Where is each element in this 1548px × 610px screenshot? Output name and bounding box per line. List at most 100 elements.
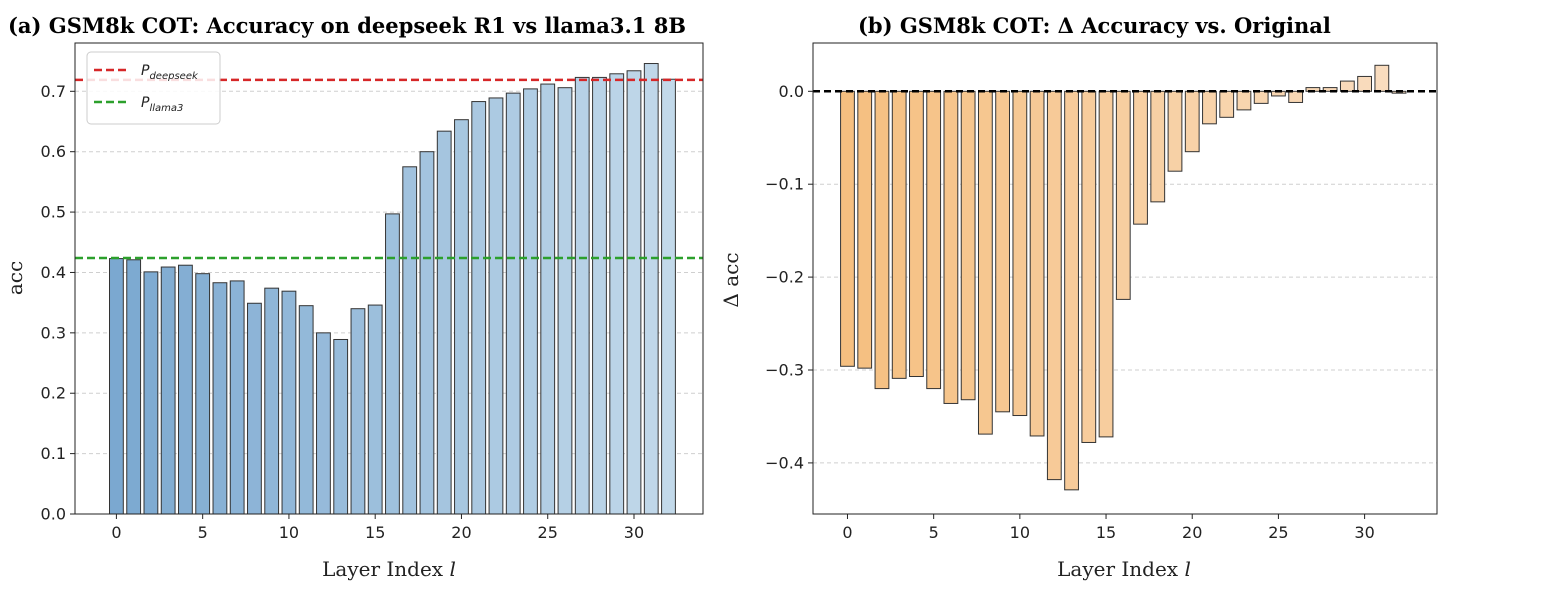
bar-layer-16 xyxy=(1115,90,1131,300)
bar-layer-3 xyxy=(160,266,176,515)
y-tick-label: 0.3 xyxy=(41,323,66,342)
bar-layer-0 xyxy=(109,258,124,515)
bar-layer-8 xyxy=(977,90,993,435)
bar-layer-5 xyxy=(195,273,211,515)
bar-layer-29 xyxy=(1339,80,1355,92)
bar-layer-10 xyxy=(281,290,297,515)
bar-layer-0 xyxy=(840,90,855,367)
bar-layer-4 xyxy=(909,90,924,378)
bar-layer-24 xyxy=(523,88,538,515)
bar-layer-14 xyxy=(350,308,366,515)
y-tick-label: 0.4 xyxy=(41,263,66,282)
bar-layer-26 xyxy=(1288,90,1304,103)
x-tick-label: 20 xyxy=(1182,523,1202,542)
panel-a-x-axis-label: Layer Index l xyxy=(322,557,456,581)
x-tick-label: 25 xyxy=(538,523,558,542)
x-tick-label: 5 xyxy=(929,523,939,542)
panel-b-title: (b) GSM8k COT: Δ Accuracy vs. Original xyxy=(858,13,1331,38)
bar-layer-14 xyxy=(1081,90,1097,443)
x-tick-label: 10 xyxy=(1010,523,1030,542)
y-tick-label: −0.3 xyxy=(765,361,804,380)
bar-layer-6 xyxy=(212,282,228,515)
bar-layer-26 xyxy=(557,87,573,515)
bar-layer-29 xyxy=(609,73,625,515)
y-tick-label: 0.5 xyxy=(41,203,66,222)
panel-a-y-ticks: 0.0 0.1 0.2 0.3 0.4 0.5 0.6 0.7 xyxy=(41,82,75,524)
legend-label-llama3: Pllama3 xyxy=(141,95,183,114)
y-tick-label: 0.2 xyxy=(41,384,66,403)
bar-layer-13 xyxy=(333,338,349,515)
bar-layer-20 xyxy=(1184,90,1200,153)
y-tick-label: 0.1 xyxy=(41,444,66,463)
bar-layer-22 xyxy=(488,97,504,515)
x-tick-label: 0 xyxy=(111,523,121,542)
bar-layer-2 xyxy=(143,271,159,515)
bar-layer-32 xyxy=(661,78,676,515)
x-tick-label: 15 xyxy=(365,523,385,542)
bar-layer-21 xyxy=(1202,90,1217,125)
y-tick-label: 0.0 xyxy=(41,505,66,524)
y-tick-label: 0.0 xyxy=(779,82,804,101)
bar-layer-18 xyxy=(1150,90,1166,203)
bar-layer-13 xyxy=(1064,90,1079,491)
bar-layer-7 xyxy=(229,280,245,515)
x-tick-label: 20 xyxy=(451,523,471,542)
bar-layer-24 xyxy=(1253,90,1269,104)
bar-layer-7 xyxy=(960,90,976,401)
panel-a-title: (a) GSM8k COT: Accuracy on deepseek R1 v… xyxy=(8,13,686,38)
bar-layer-15 xyxy=(367,304,383,515)
bar-layer-27 xyxy=(574,76,590,515)
panel-b-x-ticks: 0 5 10 15 20 25 30 xyxy=(842,514,1375,542)
bar-layer-19 xyxy=(1167,90,1183,172)
bar-layer-21 xyxy=(471,101,487,515)
panel-a-legend: Pdeepseek Pllama3 xyxy=(86,51,221,125)
panel-b-frame xyxy=(812,42,1438,515)
bar-layer-8 xyxy=(247,302,262,515)
bar-layer-11 xyxy=(298,305,314,515)
panel-a-frame xyxy=(74,42,704,515)
x-tick-label: 10 xyxy=(279,523,299,542)
bar-layer-3 xyxy=(891,90,907,379)
bar-layer-23 xyxy=(1236,90,1252,111)
bar-layer-11 xyxy=(1029,90,1045,437)
x-tick-label: 15 xyxy=(1096,523,1116,542)
x-tick-label: 5 xyxy=(198,523,208,542)
panel-a-reference-lines xyxy=(75,78,703,260)
y-tick-label: −0.2 xyxy=(765,268,804,287)
bar-layer-22 xyxy=(1219,90,1235,118)
y-tick-label: 0.6 xyxy=(41,142,66,161)
bar-layer-23 xyxy=(505,92,521,515)
panel-a-y-axis-label: acc xyxy=(3,261,27,295)
bar-layer-28 xyxy=(592,76,607,515)
bar-layer-9 xyxy=(264,287,280,515)
bar-layer-20 xyxy=(454,119,469,515)
bar-layer-31 xyxy=(643,63,659,515)
bar-layer-4 xyxy=(178,264,193,515)
y-tick-label: 0.7 xyxy=(41,82,66,101)
panel-a-bars xyxy=(109,63,676,515)
bar-layer-1 xyxy=(126,259,142,515)
panel-b-y-axis-label: Δ acc xyxy=(719,252,743,307)
bar-layer-30 xyxy=(1357,75,1372,92)
bar-layer-9 xyxy=(995,90,1011,413)
bar-layer-17 xyxy=(1133,90,1148,225)
bar-layer-17 xyxy=(402,166,418,515)
panel-b-x-axis-label: Layer Index l xyxy=(1057,557,1191,581)
x-tick-label: 25 xyxy=(1268,523,1288,542)
x-tick-label: 30 xyxy=(1354,523,1374,542)
bar-layer-6 xyxy=(943,90,959,404)
bar-layer-25 xyxy=(540,83,556,515)
panel-a-x-ticks: 0 5 10 15 20 25 30 xyxy=(111,514,644,542)
bar-layer-30 xyxy=(626,70,642,515)
bar-layer-19 xyxy=(436,130,452,515)
bar-layer-12 xyxy=(1046,90,1062,481)
panel-b: (b) GSM8k COT: Δ Accuracy vs. Original 0… xyxy=(719,13,1438,581)
bar-layer-31 xyxy=(1374,64,1390,92)
bar-layer-2 xyxy=(874,90,890,390)
panel-b-y-ticks: 0.0 −0.1 −0.2 −0.3 −0.4 xyxy=(765,82,813,472)
legend-label-deepseek: Pdeepseek xyxy=(141,63,199,82)
x-tick-label: 0 xyxy=(842,523,852,542)
panel-a: (a) GSM8k COT: Accuracy on deepseek R1 v… xyxy=(3,13,704,581)
bar-layer-15 xyxy=(1098,90,1114,438)
